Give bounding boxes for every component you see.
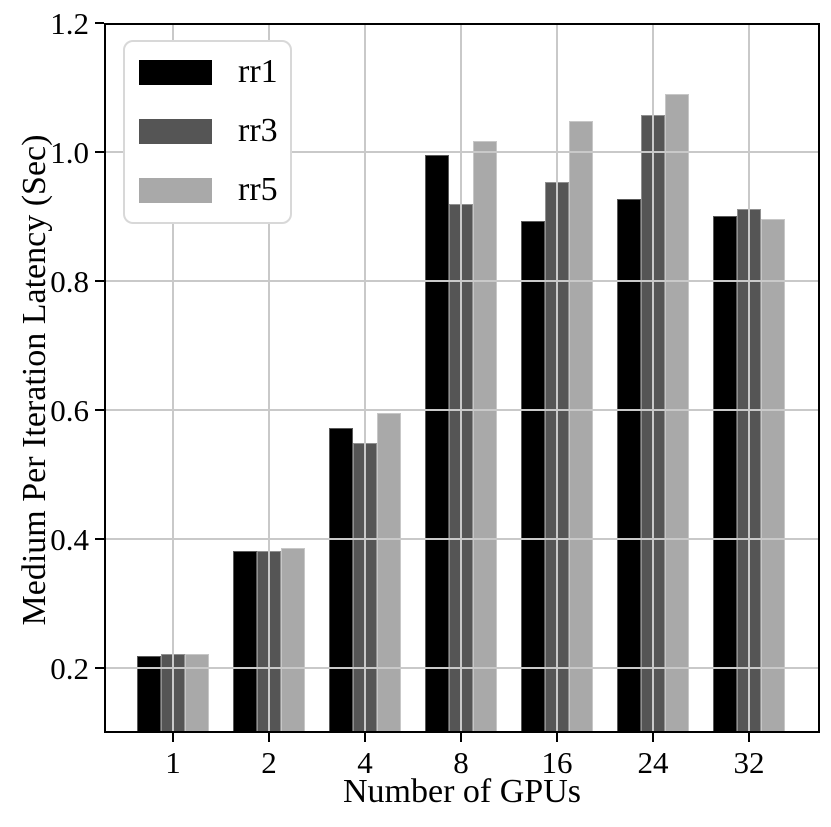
legend-label-rr3: rr3	[238, 112, 278, 149]
gridline-vertical	[556, 23, 558, 733]
gridline-horizontal	[104, 151, 820, 154]
y-tick-mark	[95, 409, 104, 412]
y-tick-label: 1.0	[50, 135, 89, 171]
legend-item-rr5: rr5	[139, 173, 290, 207]
x-tick-label: 8	[453, 745, 469, 780]
x-tick-mark	[556, 733, 558, 742]
gridline-vertical	[652, 23, 654, 733]
x-tick-mark	[364, 733, 366, 742]
gridline-vertical	[364, 23, 366, 733]
legend-item-rr1: rr1	[139, 55, 290, 89]
bar-rr5-gpus-8	[473, 141, 497, 733]
bar-rr1-gpus-2	[233, 550, 257, 733]
x-tick-label: 32	[733, 745, 765, 780]
gridline-vertical	[172, 23, 174, 733]
x-tick-mark	[748, 733, 750, 742]
gridline-horizontal	[104, 280, 820, 283]
x-tick-mark	[172, 733, 174, 742]
x-tick-mark	[652, 733, 654, 742]
gridline-vertical	[748, 23, 750, 733]
legend-swatch-rr3	[139, 118, 212, 144]
y-tick-label: 0.6	[50, 393, 89, 429]
x-tick-label: 24	[637, 745, 669, 780]
bar-rr5-gpus-24	[665, 94, 689, 733]
y-tick-label: 0.2	[50, 651, 89, 687]
bar-rr1-gpus-24	[617, 199, 641, 733]
legend-label-rr1: rr1	[238, 53, 278, 90]
y-tick-mark	[95, 280, 104, 283]
x-tick-label: 2	[261, 745, 277, 780]
gridline-horizontal	[104, 538, 820, 541]
bar-rr5-gpus-16	[569, 121, 593, 733]
legend: rr1 rr3 rr5	[123, 40, 292, 224]
y-tick-mark	[95, 22, 104, 24]
bar-rr1-gpus-16	[521, 221, 545, 733]
bar-rr1-gpus-32	[713, 216, 737, 733]
bar-rr5-gpus-4	[377, 412, 401, 733]
legend-label-rr5: rr5	[238, 171, 278, 208]
legend-swatch-rr5	[139, 177, 212, 203]
plot-area: rr1 rr3 rr5	[104, 23, 820, 733]
bar-rr5-gpus-1	[185, 654, 209, 733]
y-axis-label: Medium Per Iteration Latency (Sec)	[16, 134, 53, 626]
x-tick-mark	[460, 733, 462, 742]
legend-swatch-rr1	[139, 59, 212, 85]
y-tick-label: 0.4	[50, 522, 89, 558]
y-tick-label: 0.8	[50, 264, 89, 300]
gridline-vertical	[268, 23, 270, 733]
y-tick-mark	[95, 667, 104, 670]
y-tick-mark	[95, 151, 104, 154]
bar-rr1-gpus-8	[425, 155, 449, 733]
bar-rr5-gpus-32	[761, 218, 785, 733]
gridline-horizontal	[104, 409, 820, 412]
legend-item-rr3: rr3	[139, 114, 290, 148]
bar-rr5-gpus-2	[281, 548, 305, 733]
x-tick-label: 4	[357, 745, 373, 780]
gridline-horizontal	[104, 667, 820, 670]
x-tick-mark	[268, 733, 270, 742]
x-axis-label: Number of GPUs	[343, 773, 581, 810]
x-tick-label: 1	[165, 745, 181, 780]
gridline-vertical	[460, 23, 462, 733]
bar-rr1-gpus-4	[329, 428, 353, 733]
x-tick-label: 16	[541, 745, 573, 780]
y-tick-mark	[95, 538, 104, 541]
y-tick-label: 1.2	[50, 6, 89, 41]
